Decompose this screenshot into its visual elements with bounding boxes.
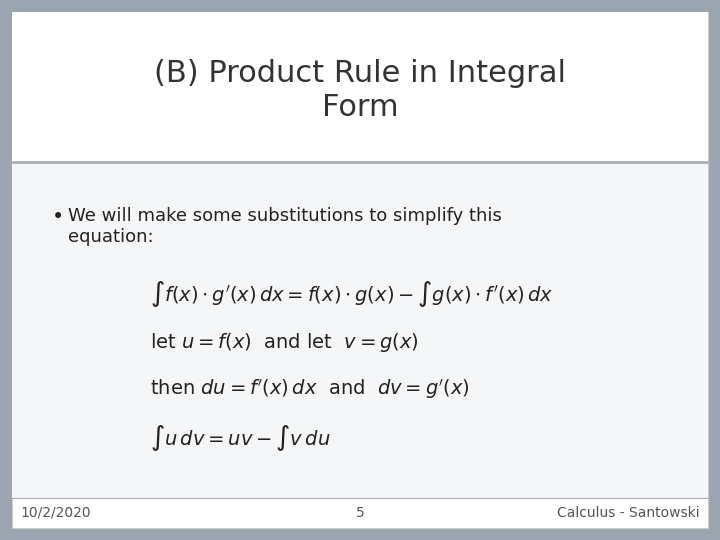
Text: Form: Form <box>322 92 398 122</box>
Text: 5: 5 <box>356 506 364 520</box>
FancyBboxPatch shape <box>12 12 708 528</box>
Text: $\int u\,dv = uv - \int v\,du$: $\int u\,dv = uv - \int v\,du$ <box>150 423 330 453</box>
Text: $\int f(x)\cdot g'(x)\,dx = f(x)\cdot g(x) - \int g(x)\cdot f'(x)\,dx$: $\int f(x)\cdot g'(x)\,dx = f(x)\cdot g(… <box>150 279 554 309</box>
Text: Calculus - Santowski: Calculus - Santowski <box>557 506 700 520</box>
FancyBboxPatch shape <box>12 162 708 498</box>
Text: •: • <box>52 207 64 227</box>
Text: equation:: equation: <box>68 228 153 246</box>
Text: then $du = f'(x)\,dx$  and  $dv = g'(x)$: then $du = f'(x)\,dx$ and $dv = g'(x)$ <box>150 377 469 401</box>
Text: (B) Product Rule in Integral: (B) Product Rule in Integral <box>154 58 566 87</box>
Text: let $u = f(x)$  and let  $v = g(x)$: let $u = f(x)$ and let $v = g(x)$ <box>150 331 419 354</box>
Text: We will make some substitutions to simplify this: We will make some substitutions to simpl… <box>68 207 502 225</box>
FancyBboxPatch shape <box>12 12 708 162</box>
Text: 10/2/2020: 10/2/2020 <box>20 506 91 520</box>
